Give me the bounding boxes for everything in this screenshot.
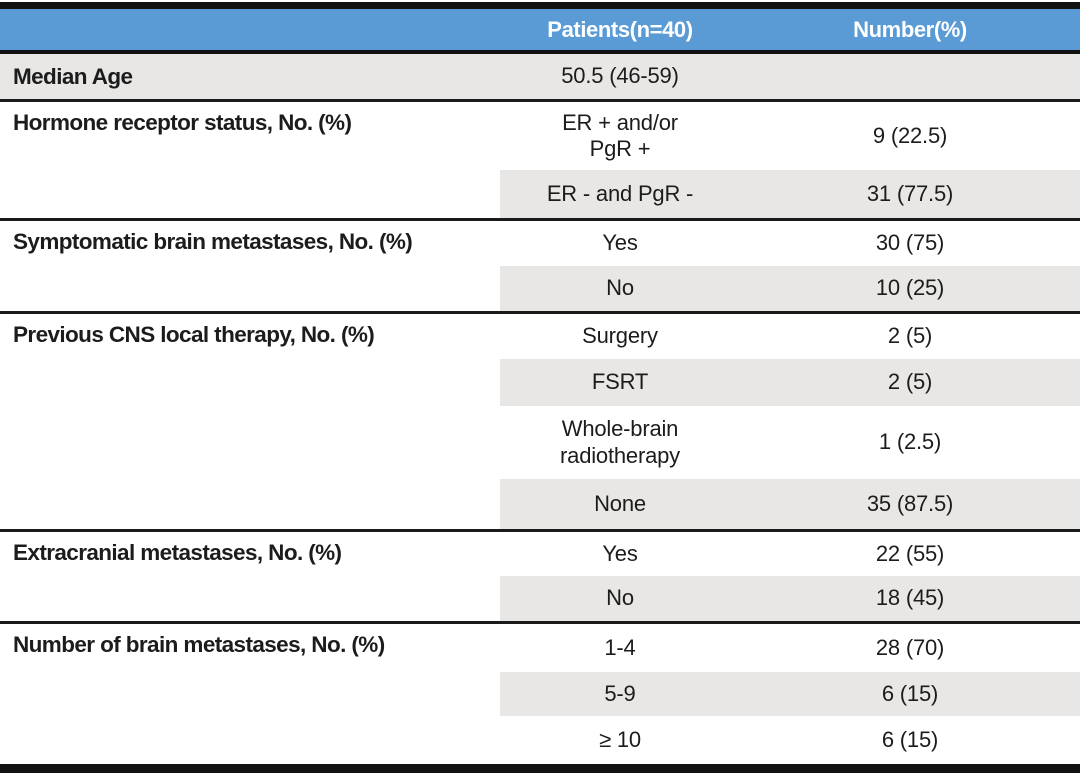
table-row: 5-9 6 (15): [500, 672, 1080, 716]
number-cell: 9 (22.5): [872, 122, 948, 148]
table-row: ER - and PgR - 31 (77.5): [500, 170, 1080, 218]
table-row: No 10 (25): [500, 266, 1080, 311]
number-cell: [740, 54, 1080, 99]
table-row: Whole-brain radiotherapy 1 (2.5): [500, 406, 1080, 479]
number-cell: 30 (75): [875, 230, 945, 256]
table-row: 50.5 (46-59): [500, 54, 1080, 99]
number-cell: 10 (25): [875, 275, 945, 301]
patients-cell: Yes: [602, 540, 638, 566]
number-cell: 2 (5): [887, 323, 933, 349]
table-row: None 35 (87.5): [500, 479, 1080, 529]
row-label: Extracranial metastases, No. (%): [13, 540, 342, 565]
table-row: FSRT 2 (5): [500, 359, 1080, 406]
patients-cell: FSRT: [591, 369, 649, 395]
header-cell-patients: Patients(n=40): [547, 16, 693, 42]
section-symptomatic-brain-metastases: Symptomatic brain metastases, No. (%) Ye…: [0, 221, 1080, 314]
section-rows: 1-4 28 (70) 5-9 6 (15) ≥ 10 6 (15): [500, 624, 1080, 764]
table-row: 1-4 28 (70): [500, 624, 1080, 672]
table-row: Yes 30 (75): [500, 221, 1080, 266]
patients-cell: Whole-brain radiotherapy: [560, 416, 680, 468]
table-row: Surgery 2 (5): [500, 314, 1080, 359]
row-label: Previous CNS local therapy, No. (%): [13, 322, 375, 347]
header-cell-number: Number(%): [853, 16, 967, 42]
number-cell: 28 (70): [875, 634, 945, 660]
section-median-age: Median Age 50.5 (46-59): [0, 54, 1080, 102]
table-header-row: Patients(n=40) Number(%): [0, 9, 1080, 50]
number-cell: 2 (5): [887, 369, 933, 395]
patients-cell: No: [606, 275, 634, 301]
row-label: Median Age: [13, 63, 133, 89]
number-cell: 1 (2.5): [878, 429, 942, 455]
header-bottom-border: [0, 50, 1080, 54]
section-rows: ER + and/or PgR + 9 (22.5) ER - and PgR …: [500, 102, 1080, 218]
section-extracranial-metastases: Extracranial metastases, No. (%) Yes 22 …: [0, 532, 1080, 624]
number-cell: 22 (55): [875, 540, 945, 566]
patients-cell: None: [594, 490, 646, 516]
patients-cell: ≥ 10: [599, 726, 641, 752]
table-row: Yes 22 (55): [500, 532, 1080, 576]
patients-cell: 50.5 (46-59): [561, 63, 679, 89]
section-hormone-receptor-status: Hormone receptor status, No. (%) ER + an…: [0, 102, 1080, 221]
number-cell: 6 (15): [881, 726, 939, 752]
patients-cell: Yes: [602, 230, 638, 256]
number-cell: 35 (87.5): [866, 490, 954, 516]
row-label: Number of brain metastases, No. (%): [13, 632, 385, 657]
section-rows: Surgery 2 (5) FSRT 2 (5) Whole-brain rad…: [500, 314, 1080, 529]
patients-cell: 1-4: [604, 634, 636, 660]
patients-cell: ER + and/or PgR +: [562, 109, 678, 161]
top-margin: [0, 0, 1080, 2]
section-previous-cns-local-therapy: Previous CNS local therapy, No. (%) Surg…: [0, 314, 1080, 532]
patients-cell: No: [606, 585, 634, 611]
patients-cell: Surgery: [582, 323, 658, 349]
section-rows: Yes 30 (75) No 10 (25): [500, 221, 1080, 311]
row-label: Hormone receptor status, No. (%): [13, 110, 352, 135]
table-row: No 18 (45): [500, 576, 1080, 621]
table-top-border: [0, 2, 1080, 9]
section-number-of-brain-metastases: Number of brain metastases, No. (%) 1-4 …: [0, 624, 1080, 764]
table-row: ER + and/or PgR + 9 (22.5): [500, 102, 1080, 170]
patients-cell: ER - and PgR -: [546, 180, 694, 206]
section-rows: 50.5 (46-59): [500, 54, 1080, 99]
number-cell: 6 (15): [881, 680, 939, 706]
row-label: Symptomatic brain metastases, No. (%): [13, 229, 413, 254]
table-row: ≥ 10 6 (15): [500, 716, 1080, 764]
section-rows: Yes 22 (55) No 18 (45): [500, 532, 1080, 621]
number-cell: 31 (77.5): [866, 180, 954, 206]
table-bottom-border: [0, 764, 1080, 773]
number-cell: 18 (45): [875, 585, 945, 611]
patients-cell: 5-9: [604, 680, 636, 706]
